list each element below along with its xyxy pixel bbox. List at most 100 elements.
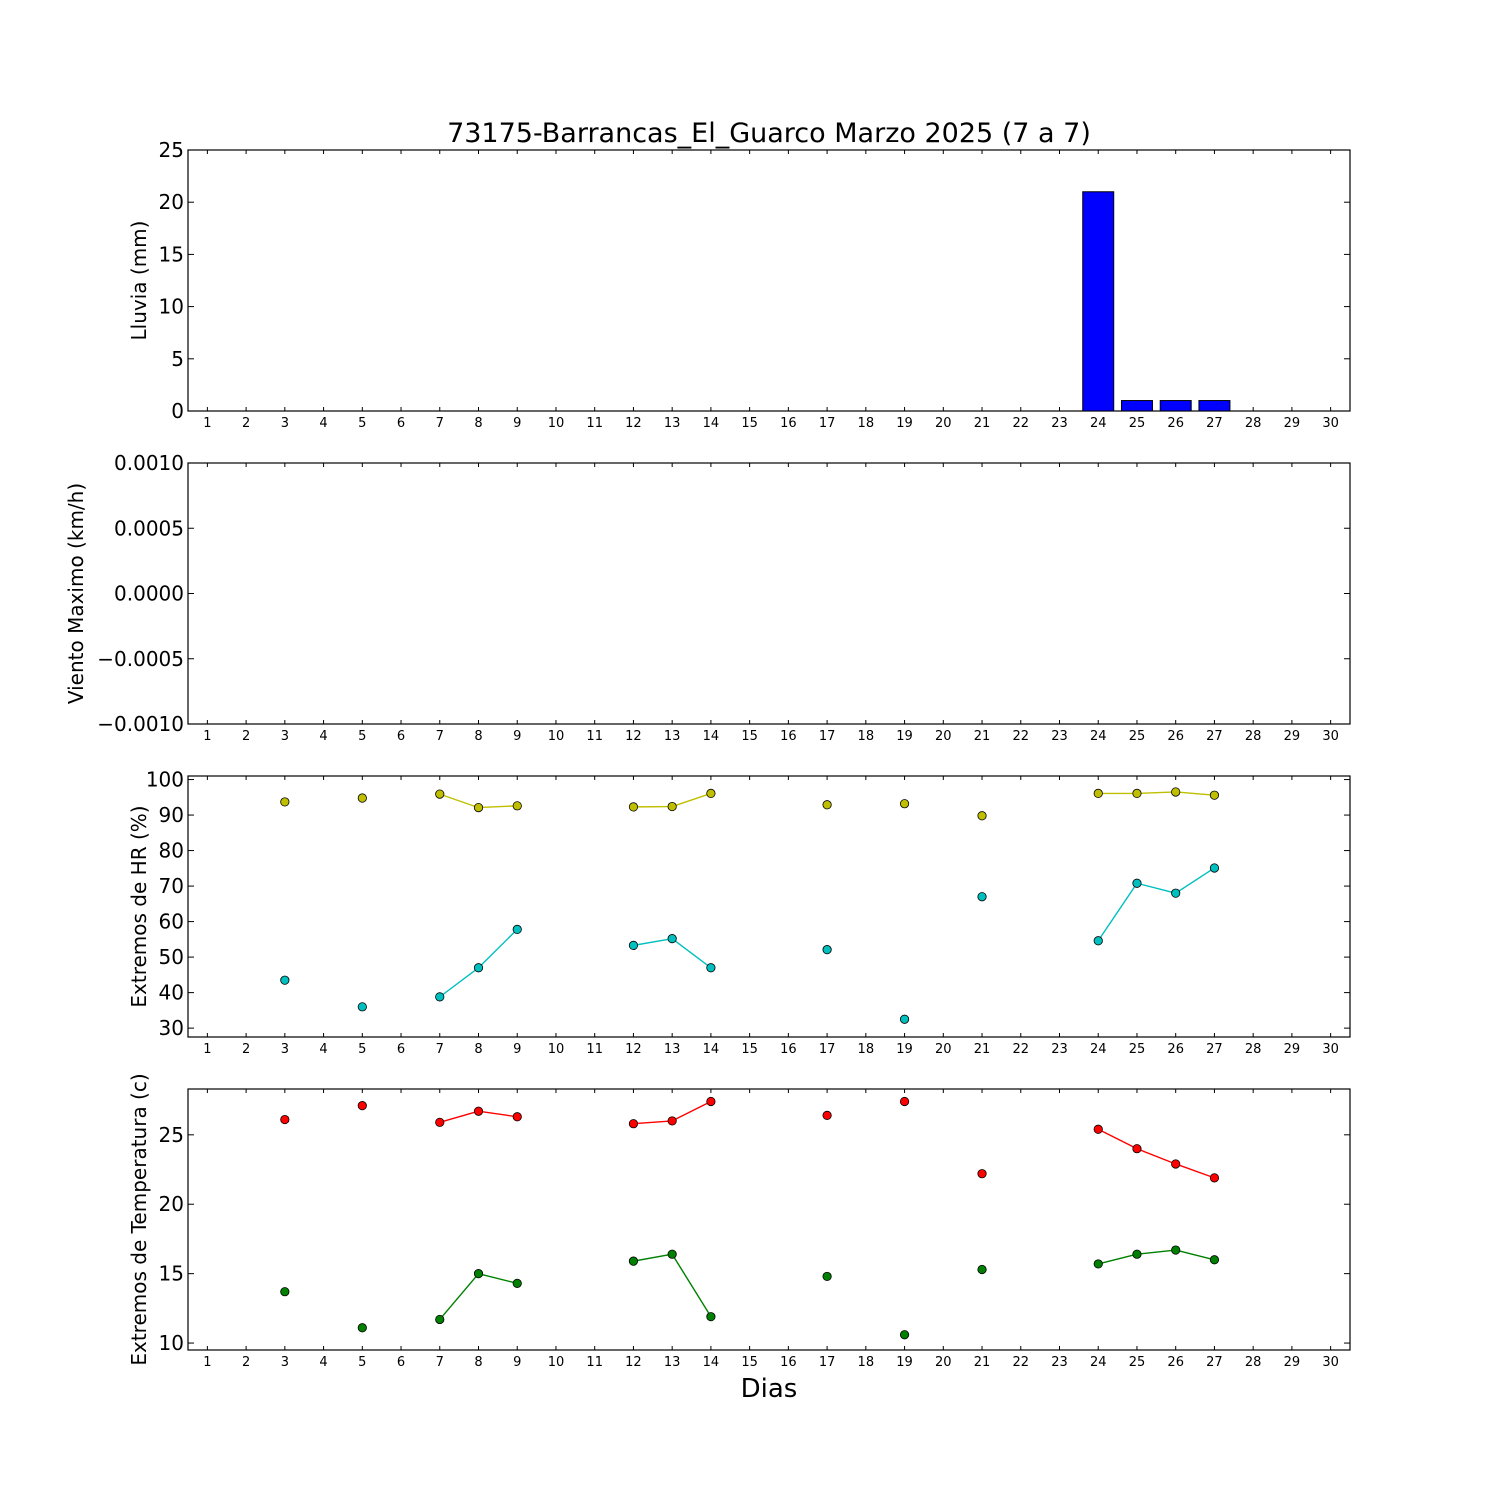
- y-tick-label: 40: [159, 981, 184, 1005]
- x-tick-label: 25: [1129, 1355, 1146, 1370]
- x-tick-label: 22: [1012, 1042, 1029, 1057]
- series-1-point: [473, 1269, 484, 1279]
- y-axis-label: Viento Maximo (km/h): [64, 483, 88, 704]
- x-tick-label: 15: [741, 1355, 758, 1370]
- series-1-point: [473, 963, 484, 973]
- series-1-point: [977, 1264, 987, 1275]
- x-tick-label: 6: [397, 416, 405, 431]
- humidity-plot-frame: [187, 775, 1351, 1038]
- x-tick-label: 30: [1322, 729, 1339, 744]
- series-0-segment: [1097, 1128, 1138, 1150]
- series-0-point: [977, 811, 987, 821]
- series-0-segment: [1175, 1163, 1215, 1179]
- x-tick-label: 28: [1245, 416, 1262, 431]
- x-tick-label: 11: [586, 416, 603, 431]
- series-0-point: [1171, 1159, 1181, 1169]
- series-0-point: [628, 1119, 639, 1129]
- y-tick-label: 25: [159, 1123, 184, 1147]
- series-1-point: [1132, 1249, 1142, 1259]
- series-0-segment: [633, 1120, 673, 1125]
- x-tick-label: 24: [1090, 1355, 1107, 1370]
- series-1-point: [628, 1256, 639, 1266]
- series-1-segment: [1136, 1249, 1176, 1255]
- x-tick-label: 27: [1206, 1355, 1223, 1370]
- series-0-segment: [1175, 791, 1215, 796]
- x-tick-label: 3: [281, 1355, 289, 1370]
- bar-day-25: [1120, 400, 1153, 412]
- series-1-point: [667, 1249, 677, 1259]
- x-tick-label: 4: [319, 1355, 327, 1370]
- series-0-point: [512, 1112, 522, 1122]
- y-tick-label: 0: [171, 399, 184, 423]
- series-1-point: [1132, 878, 1142, 888]
- series-1-point: [1093, 936, 1103, 946]
- x-tick-label: 15: [741, 416, 758, 431]
- x-tick-label: 17: [819, 1042, 836, 1057]
- series-1-point: [357, 1323, 367, 1333]
- x-tick-label: 8: [474, 1042, 482, 1057]
- y-axis-label: Extremos de Temperatura (c): [127, 1073, 151, 1365]
- series-0-segment: [671, 792, 712, 808]
- x-tick-label: 25: [1129, 1042, 1146, 1057]
- y-tick-label: −0.0005: [97, 647, 184, 671]
- x-tick-label: 6: [397, 729, 405, 744]
- x-tick-label: 20: [935, 416, 952, 431]
- x-tick-label: 20: [935, 1042, 952, 1057]
- series-0-point: [899, 799, 910, 809]
- y-tick-label: 0.0000: [114, 582, 184, 606]
- x-tick-label: 3: [281, 729, 289, 744]
- series-1-point: [667, 934, 677, 944]
- x-tick-label: 13: [664, 1355, 681, 1370]
- x-tick-label: 11: [586, 1042, 603, 1057]
- series-0-point: [1132, 1144, 1142, 1154]
- temperature-plot-frame: [187, 1088, 1351, 1351]
- x-tick-label: 7: [436, 416, 444, 431]
- panel-rain: 1 2 3 4 5 6 7 8 9 10 11 12 13 14 15 16 17 18 19 20 21 22 23 24 2…: [127, 138, 1351, 431]
- x-tick-label: 17: [819, 416, 836, 431]
- x-tick-label: 9: [513, 416, 521, 431]
- series-1-segment: [439, 967, 479, 998]
- x-axis-label: Dias: [741, 1374, 798, 1404]
- x-tick-label: 29: [1284, 1042, 1301, 1057]
- x-tick-label: 7: [436, 729, 444, 744]
- series-1-point: [1171, 888, 1181, 898]
- series-0-point: [706, 1096, 716, 1107]
- x-tick-label: 19: [896, 416, 913, 431]
- series-1-point: [822, 945, 832, 955]
- x-tick-label: 5: [358, 729, 366, 744]
- x-tick-label: 13: [664, 416, 681, 431]
- y-tick-label: 60: [159, 910, 184, 934]
- x-tick-label: 26: [1167, 1355, 1184, 1370]
- series-1-point: [512, 924, 522, 935]
- series-0-segment: [478, 805, 518, 809]
- x-tick-label: 16: [780, 1355, 797, 1370]
- series-1-point: [1171, 1245, 1181, 1255]
- x-tick-label: 18: [858, 729, 875, 744]
- series-0-point: [977, 1169, 987, 1179]
- x-tick-label: 30: [1322, 416, 1339, 431]
- series-1-segment: [1097, 882, 1138, 942]
- y-tick-label: 100: [146, 768, 184, 792]
- x-tick-label: 28: [1245, 729, 1262, 744]
- chart-title: 73175-Barrancas_El_Guarco Marzo 2025 (7 …: [447, 118, 1091, 149]
- x-tick-label: 23: [1051, 1042, 1068, 1057]
- x-tick-label: 7: [436, 1042, 444, 1057]
- series-1-point: [435, 1314, 445, 1325]
- x-tick-label: 12: [625, 729, 642, 744]
- y-tick-label: −0.0010: [97, 712, 184, 736]
- x-tick-label: 22: [1012, 1355, 1029, 1370]
- x-tick-label: 1: [203, 416, 211, 431]
- series-0-point: [1132, 788, 1142, 799]
- x-tick-label: 16: [780, 729, 797, 744]
- series-1-point: [1209, 863, 1220, 873]
- series-0-segment: [439, 1110, 479, 1123]
- y-tick-label: 15: [159, 1262, 184, 1286]
- x-tick-label: 20: [935, 729, 952, 744]
- x-tick-label: 11: [586, 729, 603, 744]
- x-tick-label: 21: [974, 729, 991, 744]
- y-axis-label: Extremos de HR (%): [127, 805, 151, 1007]
- bar-day-27: [1198, 400, 1231, 412]
- x-tick-label: 3: [281, 1042, 289, 1057]
- series-0-point: [822, 800, 832, 810]
